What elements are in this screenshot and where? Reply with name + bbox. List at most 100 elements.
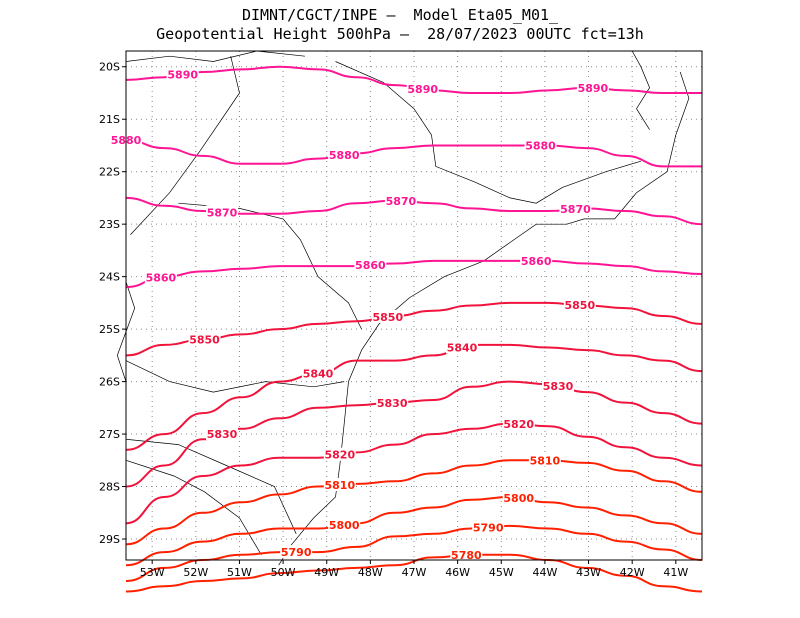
contour-label-bg [563,298,596,312]
contour-label-bg [406,81,439,95]
coastline-path [130,56,240,235]
lat-tick-label: 28S [99,481,120,494]
contour-label: 5870 [386,195,417,208]
contour-label: 5870 [207,206,238,219]
contour-line-5880 [125,139,702,168]
lat-tick-label: 23S [99,218,120,231]
contour-line-5800 [125,495,703,567]
contour-line-5820 [125,422,703,525]
lon-tick-label: 43W [576,566,601,579]
lon-tick-label: 45W [489,566,514,579]
contour-label: 5890 [167,69,198,82]
contour-label: 5820 [503,418,534,431]
contour-line-5840 [125,343,703,451]
contour-label: 5830 [543,380,574,393]
contour-label-bg [446,340,478,354]
contour-line-5850 [125,301,703,357]
coastline-path [125,459,262,555]
contour-label: 5890 [407,83,438,96]
contour-label-bg [559,202,592,216]
contour-label: 5850 [565,299,596,312]
contour-label-bg [206,205,238,219]
contour-label: 5790 [281,546,312,559]
contour-label-bg [472,520,505,534]
contour-label-bg [502,491,535,505]
map-frame [125,50,703,561]
contour-label-bg [323,478,356,492]
coastline-path [335,61,642,204]
lat-tick-label: 29S [99,533,120,546]
coastline-path [178,202,362,330]
lon-tick-label: 50W [271,566,296,579]
contour-label-bg [376,395,409,409]
coastline-path [125,360,345,393]
contour-label-bg [528,453,561,467]
contour-label: 5860 [146,272,177,285]
axis-ticks: 53W 52W 51W 50W 49W 48W 47W 46W 45W 44W 43W 42W 41W 2… [99,61,688,579]
contour-label: 5820 [325,449,356,462]
contour-label-bg [166,67,199,81]
lat-tick-label: 24S [99,271,120,284]
contour-label-bg [576,81,609,95]
contour-line-5790 [125,524,703,582]
contour-label: 5810 [530,454,561,467]
contour-label-bg [328,147,361,161]
lon-tick-label: 53W [140,566,165,579]
contour-label: 5790 [473,521,504,534]
contour-label-bg [371,309,404,323]
lon-tick-label: 46W [445,566,470,579]
coastline-path [125,50,305,62]
contour-label: 5880 [329,149,360,162]
lat-tick-label: 25S [99,323,120,336]
contour-label: 5800 [503,492,534,505]
contour-label: 5890 [578,82,609,95]
contour-label: 5780 [451,549,482,562]
contour-label-bg [354,258,387,272]
contour-line-5860 [125,259,703,289]
lon-tick-label: 42W [620,566,645,579]
contour-label-bg [524,138,557,152]
contour-label: 5840 [303,368,334,381]
contour-label-bg [188,332,221,346]
contour-label-bg [520,253,553,267]
contour-label-bg [206,427,238,441]
lon-tick-label: 41W [663,566,688,579]
contour-label-bg [384,193,417,207]
contour-label: 5810 [325,479,356,492]
contour-label-bg [144,270,177,284]
contour-label: 5850 [189,333,220,346]
lat-tick-label: 20S [99,61,120,74]
contour-label: 5840 [447,341,478,354]
contour-label: 5870 [560,203,591,216]
lon-tick-label: 48W [358,566,383,579]
map-title-line-2: Geopotential Height 500hPa – 28/07/2023 … [156,25,644,43]
lat-tick-label: 26S [99,376,120,389]
map-gridlines [126,51,702,560]
contour-label: 5800 [329,519,360,532]
lat-tick-label: 21S [99,113,120,126]
contour-label-bg [328,517,361,531]
coastline-path [125,438,297,534]
contour-label: 5860 [521,255,552,268]
lon-tick-label: 51W [227,566,252,579]
contour-label-bg [280,545,313,559]
contour-label: 5860 [355,259,386,272]
lon-tick-label: 47W [402,566,427,579]
lat-tick-label: 27S [99,428,120,441]
coastline-path [631,50,650,130]
contour-label-bg [542,379,574,393]
contour-label-bg [450,548,483,562]
contour-label: 5830 [207,428,238,441]
map-title-line-1: DIMNT/CGCT/INPE – Model Eta05_M01_ [241,6,559,24]
contour-label: 5830 [377,397,408,410]
coastline-borders [116,50,690,566]
lon-tick-label: 44W [532,566,557,579]
lon-tick-label: 49W [314,566,339,579]
contour-label-bg [323,447,356,461]
contour-label-bg [302,366,334,380]
contour-line-5810 [125,459,703,546]
contour-label-bg [502,417,535,431]
contour-label: 5850 [373,311,404,324]
lat-tick-label: 22S [99,166,120,179]
